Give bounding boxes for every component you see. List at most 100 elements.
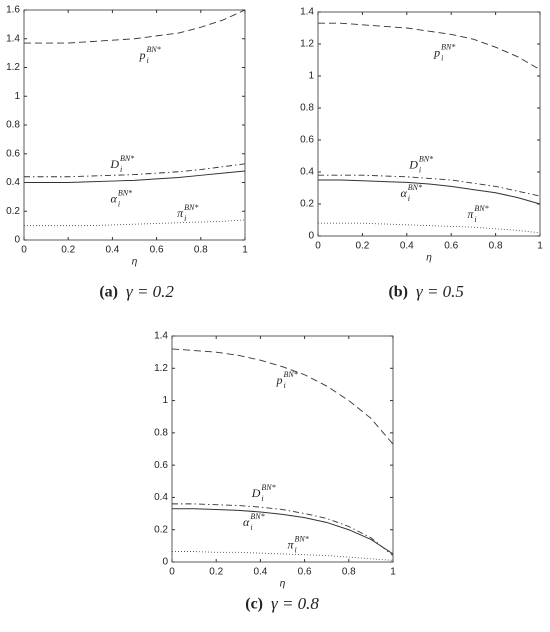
curve-label: π bbox=[288, 538, 295, 552]
x-tick-label: 0.4 bbox=[105, 245, 119, 256]
curve-label-sup: BN* bbox=[261, 483, 275, 492]
curve-label-sub: i bbox=[408, 194, 410, 203]
y-tick-label: 1.4 bbox=[300, 7, 314, 18]
x-tick-label: 0.4 bbox=[400, 241, 414, 252]
line-series bbox=[318, 179, 541, 205]
curve-label: p bbox=[139, 48, 146, 62]
curve-label-sub: i bbox=[295, 546, 297, 555]
y-tick-label: 1 bbox=[162, 395, 168, 406]
curve-label-sub: i bbox=[250, 523, 252, 532]
curve-label: D bbox=[408, 157, 418, 171]
curve-label-sub: i bbox=[184, 214, 186, 223]
y-tick-label: 1 bbox=[308, 71, 314, 82]
curve-label: α bbox=[111, 192, 118, 206]
caption-label: (b) bbox=[388, 284, 408, 301]
axes-frame bbox=[23, 9, 246, 241]
x-tick-label: 0 bbox=[169, 567, 175, 578]
curve-label-sub: i bbox=[474, 215, 476, 224]
y-tick-label: 1.4 bbox=[6, 33, 20, 44]
y-tick-label: 0 bbox=[14, 235, 20, 246]
x-tick-label: 1 bbox=[537, 241, 543, 252]
x-tick-label: 0.2 bbox=[209, 567, 223, 578]
y-tick-label: 1.4 bbox=[154, 331, 168, 342]
y-tick-label: 1 bbox=[14, 91, 20, 102]
curve-label-sup: BN* bbox=[408, 183, 422, 192]
line-series bbox=[172, 508, 394, 555]
curve-label: p bbox=[276, 373, 283, 387]
curve-label: π bbox=[467, 207, 474, 221]
curve-label: π bbox=[177, 206, 184, 220]
x-axis-label: η bbox=[280, 579, 286, 590]
curve-label-sup: BN* bbox=[250, 512, 264, 521]
x-axis-label: η bbox=[426, 253, 432, 264]
curve-label: p bbox=[433, 45, 440, 59]
caption: γ = 0.5 bbox=[416, 282, 464, 301]
y-tick-label: 0.4 bbox=[300, 167, 314, 178]
y-tick-label: 0.6 bbox=[6, 148, 20, 159]
x-tick-label: 0.6 bbox=[444, 241, 458, 252]
line-series bbox=[24, 219, 246, 227]
curve-label-sup: BN* bbox=[184, 203, 198, 212]
axes-frame bbox=[171, 335, 394, 563]
x-tick-label: 0 bbox=[21, 245, 27, 256]
line-series bbox=[171, 348, 394, 445]
y-tick-label: 1.2 bbox=[6, 62, 20, 73]
x-tick-label: 0.8 bbox=[194, 245, 208, 256]
y-tick-label: 0.4 bbox=[154, 492, 168, 503]
curve-label-sub: i bbox=[419, 165, 421, 174]
y-tick-label: 0.2 bbox=[154, 524, 168, 535]
y-tick-label: 0.6 bbox=[154, 460, 168, 471]
x-tick-label: 0.8 bbox=[342, 567, 356, 578]
axes-frame bbox=[317, 11, 541, 237]
curve-label-sup: BN* bbox=[118, 189, 132, 198]
caption: γ = 0.2 bbox=[126, 282, 174, 301]
x-tick-label: 0.2 bbox=[355, 241, 369, 252]
curve-label: α bbox=[243, 515, 250, 529]
x-tick-label: 1 bbox=[390, 567, 396, 578]
x-tick-label: 0 bbox=[315, 241, 321, 252]
x-tick-label: 0.8 bbox=[489, 241, 503, 252]
line-series bbox=[318, 174, 541, 197]
y-tick-label: 0.8 bbox=[300, 103, 314, 114]
y-tick-label: 0.8 bbox=[154, 427, 168, 438]
line-series bbox=[318, 22, 541, 70]
curve-label: D bbox=[251, 486, 261, 500]
y-tick-label: 1.6 bbox=[6, 5, 20, 16]
y-tick-label: 1.2 bbox=[154, 363, 168, 374]
curve-label-sub: i bbox=[441, 53, 443, 62]
curve-label-sub: i bbox=[118, 200, 120, 209]
line-series bbox=[172, 551, 394, 561]
curve-label-sup: BN* bbox=[474, 204, 488, 213]
caption-label: (c) bbox=[245, 596, 263, 613]
y-tick-label: 0 bbox=[162, 557, 168, 568]
line-series bbox=[24, 9, 246, 44]
line-series bbox=[172, 503, 394, 556]
x-tick-label: 1 bbox=[242, 245, 248, 256]
y-tick-label: 0.4 bbox=[6, 177, 20, 188]
y-tick-label: 0 bbox=[308, 231, 314, 242]
curve-label-sup: BN* bbox=[147, 45, 161, 54]
y-tick-label: 1.2 bbox=[300, 39, 314, 50]
curve-label: α bbox=[400, 186, 407, 200]
curve-label-sup: BN* bbox=[284, 370, 298, 379]
y-tick-label: 0.8 bbox=[6, 120, 20, 131]
curve-label-sup: BN* bbox=[419, 154, 433, 163]
x-tick-label: 0.6 bbox=[298, 567, 312, 578]
x-tick-label: 0.6 bbox=[150, 245, 164, 256]
curve-label-sub: i bbox=[120, 165, 122, 174]
line-series bbox=[318, 222, 541, 234]
curve-label-sup: BN* bbox=[295, 535, 309, 544]
y-tick-label: 0.6 bbox=[300, 135, 314, 146]
caption-label: (a) bbox=[99, 284, 118, 301]
line-series bbox=[24, 163, 246, 178]
curve-label-sup: BN* bbox=[441, 42, 455, 51]
line-series bbox=[24, 170, 246, 183]
y-tick-label: 0.2 bbox=[6, 206, 20, 217]
curve-label-sup: BN* bbox=[120, 154, 134, 163]
x-axis-label: η bbox=[132, 257, 138, 268]
caption: γ = 0.8 bbox=[271, 594, 319, 613]
x-tick-label: 0.2 bbox=[61, 245, 75, 256]
curve-label-sub: i bbox=[261, 494, 263, 503]
curve-label-sub: i bbox=[284, 381, 286, 390]
